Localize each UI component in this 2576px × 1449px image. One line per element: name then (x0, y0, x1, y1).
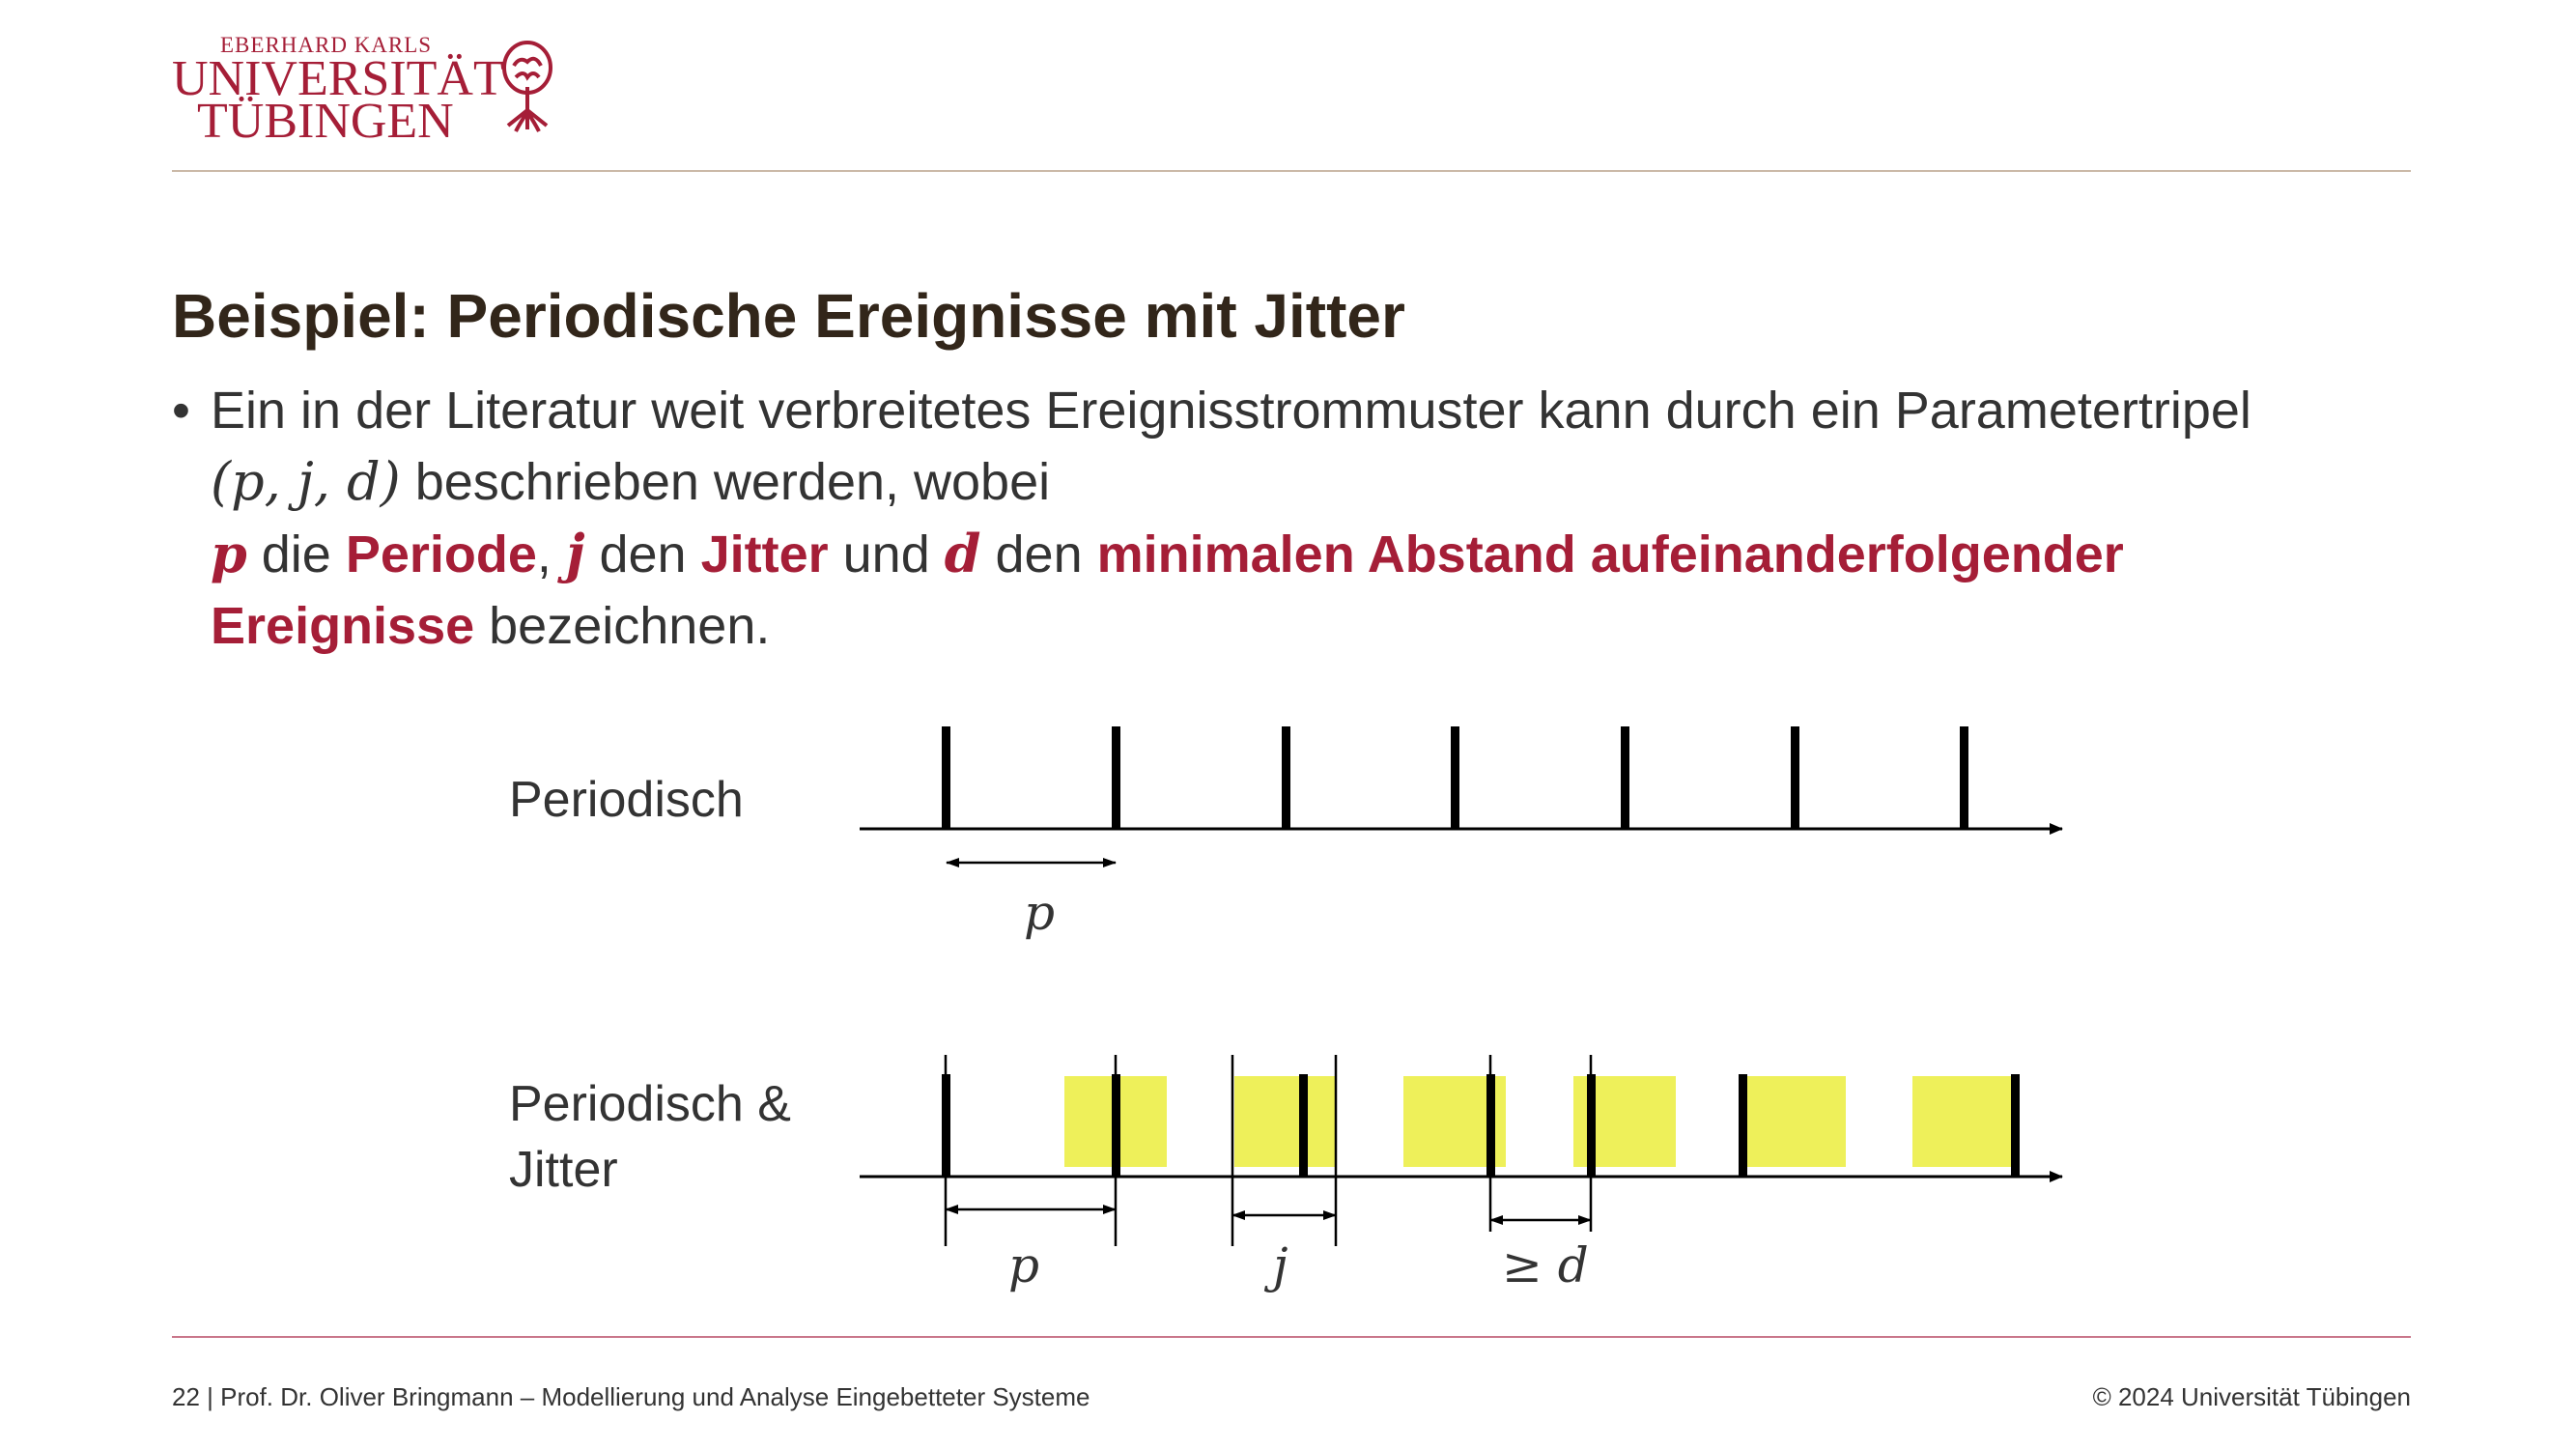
text-und: und (828, 526, 945, 583)
label-d: ≥ d (1502, 1237, 1589, 1293)
event-tick-jitter (2011, 1074, 2020, 1177)
jitter-window (1234, 1076, 1337, 1167)
row-label-periodisch-jitter-line2: Jitter (509, 1142, 618, 1198)
label-p-periodic: p (1024, 885, 1055, 941)
text-die: die (246, 526, 346, 583)
paragraph-line-2-text: beschrieben werden, wobei (400, 453, 1051, 511)
university-logo: EBERHARD KARLS UNIVERSITÄT TÜBINGEN (172, 33, 558, 147)
event-tick-periodic (942, 726, 950, 829)
slide-title: Beispiel: Periodische Ereignisse mit Jit… (172, 281, 1405, 351)
symbol-p: p (211, 523, 247, 584)
logo-line-eberhard-karls: EBERHARD KARLS (220, 33, 433, 57)
footer-divider (172, 1336, 2411, 1338)
logo-line-universitaet: UNIVERSITÄT (172, 51, 504, 106)
paragraph-line-3: p die Periode, j den Jitter und d den mi… (211, 518, 2393, 590)
text-comma: , (536, 526, 566, 583)
event-tick-periodic (1282, 726, 1290, 829)
footer-lecture-info: 22 | Prof. Dr. Oliver Bringmann – Modell… (172, 1382, 1090, 1411)
paragraph-line-2: (p, j, d) beschrieben werden, wobei (211, 446, 2393, 518)
text-den-2: den (980, 526, 1097, 583)
term-jitter: Jitter (700, 526, 829, 583)
symbol-d: d (944, 523, 981, 584)
paragraph-line-1: Ein in der Literatur weit verbreitetes E… (211, 382, 2251, 440)
tree-emblem-icon (502, 41, 552, 132)
event-tick-periodic (1621, 726, 1629, 829)
symbol-j: j (565, 523, 585, 584)
paragraph-line-4: Ereignisse bezeichnen. (211, 590, 2393, 662)
label-p-jitter: p (1008, 1237, 1039, 1293)
row-label-periodisch: Periodisch (509, 772, 744, 828)
event-tick-jitter (1299, 1074, 1308, 1177)
text-bezeichnen: bezeichnen. (474, 597, 771, 655)
jitter-window (1743, 1076, 1846, 1167)
event-tick-periodic (1451, 726, 1459, 829)
term-periode: Periode (345, 526, 537, 583)
text-den-1: den (584, 526, 701, 583)
bullet-paragraph: Ein in der Literatur weit verbreitetes E… (211, 375, 2393, 662)
footer-copyright: © 2024 Universität Tübingen (2092, 1382, 2411, 1411)
parameter-tuple: (p, j, d) (211, 451, 401, 512)
logo-line-tuebingen: TÜBINGEN (197, 94, 454, 149)
event-tick-jitter (1739, 1074, 1747, 1177)
label-j: j (1263, 1237, 1288, 1293)
event-tick-periodic (1791, 726, 1799, 829)
term-minimaler-abstand: minimalen Abstand aufeinanderfolgender (1096, 526, 2124, 583)
jitter-window (1912, 1076, 2015, 1167)
bullet-marker: • (172, 382, 190, 440)
header-divider (172, 170, 2411, 172)
slide-body: • Ein in der Literatur weit verbreitetes… (172, 375, 2393, 662)
term-ereignisse: Ereignisse (211, 597, 475, 655)
event-tick-periodic (1960, 726, 1968, 829)
row-label-periodisch-jitter-line1: Periodisch & (509, 1076, 791, 1132)
event-tick-periodic (1112, 726, 1120, 829)
